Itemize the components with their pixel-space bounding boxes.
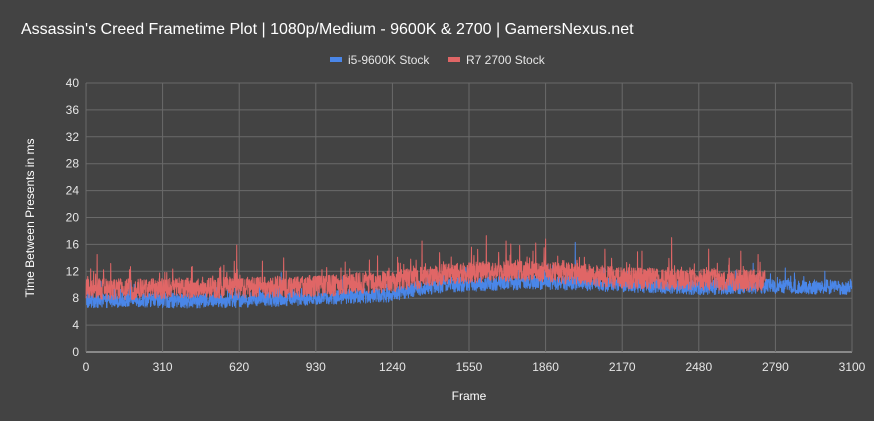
- x-tick-label: 620: [229, 360, 249, 374]
- x-tick-label: 0: [83, 360, 90, 374]
- x-tick-label: 2170: [609, 360, 636, 374]
- x-tick-label: 1550: [456, 360, 483, 374]
- series-layer: [85, 235, 853, 309]
- x-tick-label: 930: [306, 360, 326, 374]
- x-tick-label: 310: [153, 360, 173, 374]
- x-tick-label: 2790: [762, 360, 789, 374]
- y-tick-label: 20: [66, 211, 80, 225]
- y-tick-label: 24: [66, 184, 80, 198]
- y-tick-label: 16: [66, 237, 80, 251]
- x-axis-label: Frame: [452, 389, 487, 403]
- y-tick-label: 0: [72, 345, 79, 359]
- legend-swatch-r7: [448, 57, 460, 62]
- gridlines: [85, 82, 853, 353]
- y-tick-label: 28: [66, 157, 80, 171]
- x-tick-label: 1240: [379, 360, 406, 374]
- legend-label-i5: i5-9600K Stock: [348, 53, 430, 67]
- x-axis-ticks: 0 310 620 930 1240 1550 1860 2170 2480 2790 3100: [83, 360, 866, 374]
- y-tick-label: 36: [66, 103, 80, 117]
- y-tick-label: 4: [72, 318, 79, 332]
- y-tick-label: 40: [66, 76, 80, 90]
- x-tick-label: 3100: [839, 360, 866, 374]
- x-tick-label: 1860: [532, 360, 559, 374]
- chart-title: Assassin's Creed Frametime Plot | 1080p/…: [21, 21, 634, 38]
- series-line-r7-2700: [85, 235, 766, 301]
- legend-label-r7: R7 2700 Stock: [466, 53, 546, 67]
- y-tick-label: 8: [72, 291, 79, 305]
- y-axis-label: Time Between Presents in ms: [23, 139, 37, 298]
- y-tick-label: 32: [66, 130, 80, 144]
- y-tick-label: 12: [66, 264, 80, 278]
- legend: i5-9600K Stock R7 2700 Stock: [330, 53, 546, 67]
- y-axis-ticks: 0 4 8 12 16 20 24 28 32 36 40: [66, 76, 80, 359]
- x-tick-label: 2480: [685, 360, 712, 374]
- legend-swatch-i5: [330, 57, 342, 62]
